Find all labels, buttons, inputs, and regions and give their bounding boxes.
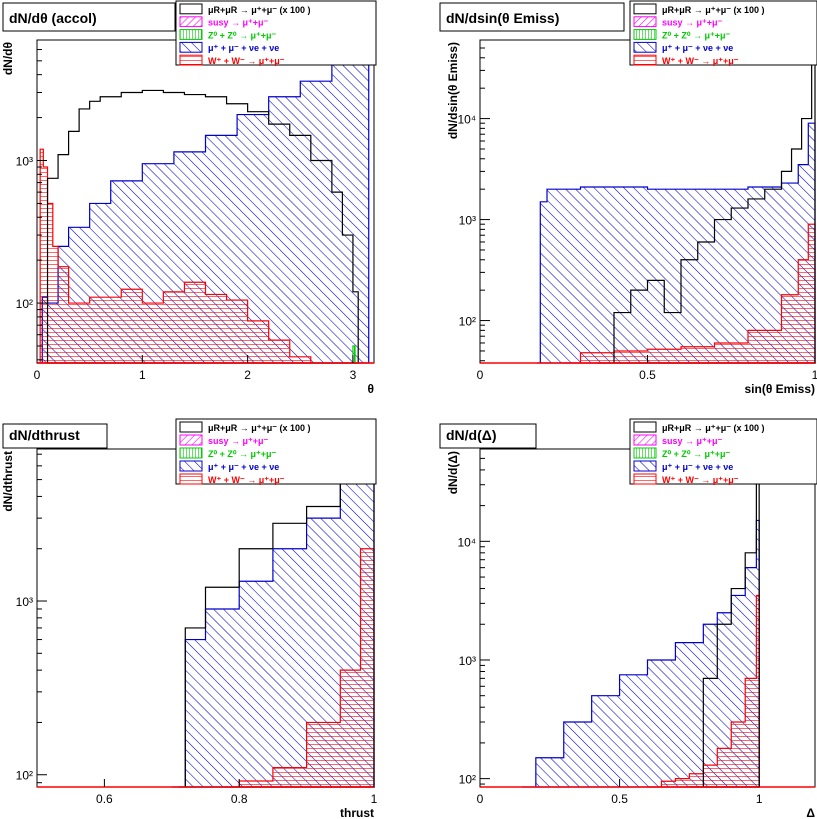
legend-swatch-sig bbox=[633, 421, 657, 433]
legend-label-sig: μR+μR → μ⁺+μ⁻ (x 100 ) bbox=[208, 423, 311, 433]
y-axis-title: dN/dthrust bbox=[1, 451, 15, 512]
chart-title: dN/dsin(θ Emiss) bbox=[446, 10, 559, 26]
legend-label-susy: susy → μ⁺+μ⁻ bbox=[208, 436, 269, 446]
legend-label-ww: W⁺ + W⁻ → μ⁺+μ⁻ bbox=[208, 475, 285, 485]
legend-label-zz: Z⁰ + Z⁰ → μ⁺+μ⁻ bbox=[208, 30, 276, 40]
title-box bbox=[2, 423, 108, 449]
legend-box bbox=[629, 418, 817, 485]
legend-label-nunu: μ⁺ + μ⁻ + νe + νe bbox=[208, 462, 279, 472]
title-box bbox=[2, 2, 176, 32]
y-tick-label: 10² bbox=[16, 769, 33, 783]
y-tick-label: 10³ bbox=[459, 214, 476, 228]
chart-panel-3: 0.6 0.8 1 10² 10³ thrust dN/dthrust dN/dthrust μ… bbox=[1, 418, 378, 819]
legend-label-sig: μR+μR → μ⁺+μ⁻ (x 100 ) bbox=[662, 5, 765, 15]
chart-panel-2: 0 0.5 1 10² 10³ 10⁴ sin(θ Emiss) dN/dsin(θ Emis… bbox=[439, 0, 817, 396]
chart-panel-4: 0 0.5 1 10² 10³ 10⁴ ΔdN/d(Δ) dN/d(Δ) μR+μR → μ⁺+… bbox=[439, 418, 817, 819]
legend-label-sig: μR+μR → μ⁺+μ⁻ (x 100 ) bbox=[662, 423, 765, 433]
legend-label-ww: W⁺ + W⁻ → μ⁺+μ⁻ bbox=[662, 475, 739, 485]
x-tick-label: 1 bbox=[812, 368, 817, 382]
legend-label-susy: susy → μ⁺+μ⁻ bbox=[662, 18, 723, 28]
x-tick-label: 0.6 bbox=[96, 792, 113, 806]
legend-swatch-nunu bbox=[179, 41, 203, 53]
y-tick-label: 10² bbox=[459, 773, 476, 787]
legend-label-susy: susy → μ⁺+μ⁻ bbox=[208, 18, 269, 28]
legend-swatch-zz bbox=[179, 29, 203, 40]
legend-box bbox=[175, 418, 377, 485]
legend-swatch-susy bbox=[633, 16, 657, 28]
legend-swatch-ww bbox=[179, 54, 203, 66]
legend-label-zz: Z⁰ + Z⁰ → μ⁺+μ⁻ bbox=[208, 449, 276, 459]
x-axis-title: θ bbox=[368, 382, 375, 396]
legend-swatch-susy bbox=[179, 434, 203, 446]
y-tick-label: 10⁴ bbox=[457, 535, 476, 549]
legend-swatch-sig bbox=[179, 421, 203, 433]
y-tick-label: 10² bbox=[16, 297, 33, 311]
legend-swatch-ww bbox=[179, 473, 203, 485]
x-tick-label: 0.8 bbox=[231, 792, 248, 806]
legend-label-ww: W⁺ + W⁻ → μ⁺+μ⁻ bbox=[208, 56, 285, 66]
chart-title: dN/d(Δ) bbox=[446, 427, 497, 443]
legend-label-nunu: μ⁺ + μ⁻ + νe + νe bbox=[208, 43, 279, 53]
x-tick-label: 2 bbox=[244, 368, 251, 382]
legend-label-sig: μR+μR → μ⁺+μ⁻ (x 100 ) bbox=[208, 5, 311, 15]
legend-swatch-susy bbox=[633, 434, 657, 446]
x-axis-title: thrust bbox=[340, 806, 374, 819]
legend-swatch-zz bbox=[633, 29, 657, 40]
legend-swatch-sig bbox=[179, 3, 203, 15]
legend-box bbox=[175, 0, 377, 66]
chart-panel-1: 0 1 2 3 10² 10³ θ dN/dθ dN/dθ (accol) μR+μR → μ⁺+… bbox=[1, 0, 377, 396]
x-tick-label: 1 bbox=[139, 368, 146, 382]
series-sig bbox=[46, 89, 359, 364]
legend-swatch-ww bbox=[633, 473, 657, 485]
y-tick-label: 10³ bbox=[459, 654, 476, 668]
legend-swatch-zz bbox=[179, 447, 203, 459]
legend-swatch-nunu bbox=[633, 41, 657, 53]
x-tick-label: 3 bbox=[350, 368, 357, 382]
legend-swatch-sig bbox=[633, 3, 657, 15]
legend-label-zz: Z⁰ + Z⁰ → μ⁺+μ⁻ bbox=[662, 449, 730, 459]
y-axis-title: dN/dθ bbox=[1, 42, 15, 75]
legend-swatch-zz bbox=[633, 447, 657, 459]
legend-label-zz: Z⁰ + Z⁰ → μ⁺+μ⁻ bbox=[662, 30, 730, 40]
x-tick-label: 0 bbox=[477, 368, 484, 382]
x-tick-label: 0.5 bbox=[639, 368, 656, 382]
x-tick-label: 0 bbox=[477, 792, 484, 806]
legend-swatch-nunu bbox=[633, 460, 657, 472]
x-axis-title: Δ bbox=[806, 806, 815, 819]
legend-label-nunu: μ⁺ + μ⁻ + νe + νe bbox=[662, 462, 733, 472]
legend-swatch-nunu bbox=[179, 460, 203, 472]
y-tick-label: 10⁴ bbox=[457, 113, 476, 127]
x-tick-label: 0.5 bbox=[611, 792, 628, 806]
x-tick-label: 1 bbox=[371, 792, 378, 806]
y-tick-label: 10³ bbox=[16, 595, 33, 609]
x-tick-label: 1 bbox=[756, 792, 763, 806]
series-ww bbox=[647, 594, 760, 788]
legend-label-nunu: μ⁺ + μ⁻ + νe + νe bbox=[662, 43, 733, 53]
legend-label-susy: susy → μ⁺+μ⁻ bbox=[662, 436, 723, 446]
y-axis-title: dN/d(Δ) bbox=[446, 451, 460, 494]
legend-swatch-susy bbox=[179, 16, 203, 28]
y-tick-label: 10³ bbox=[16, 154, 33, 168]
legend-swatch-ww bbox=[633, 54, 657, 66]
series-nunu bbox=[536, 122, 816, 364]
series-ww bbox=[225, 548, 375, 788]
y-tick-label: 10² bbox=[459, 315, 476, 329]
chart-title: dN/dthrust bbox=[9, 427, 80, 443]
x-axis-title: sin(θ Emiss) bbox=[744, 382, 815, 396]
title-box bbox=[439, 423, 537, 449]
legend-box bbox=[629, 0, 817, 66]
legend-label-ww: W⁺ + W⁻ → μ⁺+μ⁻ bbox=[662, 56, 739, 66]
x-tick-label: 0 bbox=[34, 368, 41, 382]
y-axis-title: dN/dsin(θ Emiss) bbox=[446, 42, 460, 139]
series-nunu bbox=[521, 519, 760, 788]
chart-title: dN/dθ (accol) bbox=[9, 10, 97, 26]
title-box bbox=[439, 2, 625, 32]
series-sig bbox=[597, 39, 816, 364]
